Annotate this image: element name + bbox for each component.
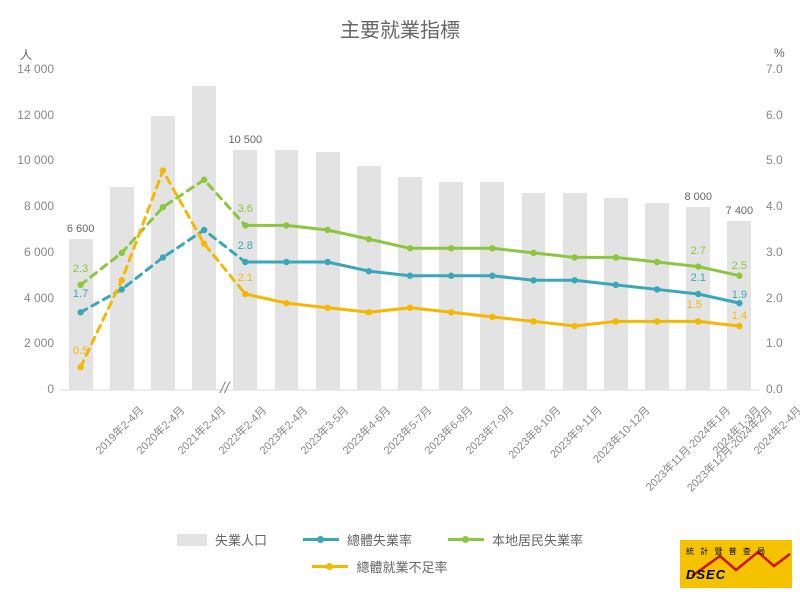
right-y-tick: 4.0: [766, 199, 783, 213]
right-axis-unit: %: [774, 46, 785, 60]
left-axis-unit: 人: [20, 46, 32, 63]
legend-label: 總體就業不足率: [356, 557, 447, 576]
right-y-tick: 5.0: [766, 153, 783, 167]
right-y-tick: 6.0: [766, 108, 783, 122]
left-y-tick: 8 000: [8, 199, 54, 213]
legend-label: 總體失業率: [347, 530, 412, 549]
series-point-label: 2.7: [691, 245, 706, 257]
left-y-tick: 12 000: [8, 108, 54, 122]
series-point-label: 2.5: [732, 260, 747, 272]
plot-area: 6 600 10 500 8 000 7 400 1.7 2.8 2.1 1.9 2.3 3.6 2…: [60, 70, 760, 390]
series-point-label: 1.9: [732, 289, 747, 301]
legend-label: 失業人口: [215, 530, 267, 549]
series-point-label: 3.6: [238, 203, 253, 215]
left-y-tick: 2 000: [8, 336, 54, 350]
legend-item: 失業人口: [177, 530, 267, 549]
dsec-logo: 統 計 暨 普 查 局 DSEC: [680, 540, 792, 588]
series-point-label: 1.5: [687, 299, 702, 311]
lines-layer: [60, 70, 760, 390]
left-y-tick: 6 000: [8, 245, 54, 259]
legend-item: 總體就業不足率: [312, 557, 447, 576]
legend-swatch-line: [303, 538, 339, 541]
left-y-tick: 10 000: [8, 153, 54, 167]
legend: 失業人口 總體失業率 本地居民失業率總體就業不足率: [100, 526, 660, 580]
chart-title: 主要就業指標: [0, 14, 800, 43]
left-y-tick: 0: [8, 382, 54, 396]
bar-value-label: 10 500: [228, 134, 262, 146]
series-point-label: 2.8: [238, 240, 253, 252]
legend-item: 總體失業率: [303, 530, 412, 549]
right-y-tick: 0.0: [766, 382, 783, 396]
bar-value-label: 7 400: [726, 205, 754, 217]
legend-item: 本地居民失業率: [448, 530, 583, 549]
right-y-tick: 1.0: [766, 336, 783, 350]
axis-break-mark: //: [220, 380, 229, 398]
right-y-tick: 7.0: [766, 62, 783, 76]
right-y-tick: 2.0: [766, 291, 783, 305]
legend-swatch-bar: [177, 534, 207, 546]
series-point-label: 0.5: [73, 345, 88, 357]
logo-bottom-text: DSEC: [686, 567, 726, 582]
series-point-label: 2.1: [238, 272, 253, 284]
series-point-label: 2.1: [691, 272, 706, 284]
legend-label: 本地居民失業率: [492, 530, 583, 549]
bar-value-label: 6 600: [67, 223, 95, 235]
bar-value-label: 8 000: [684, 191, 712, 203]
legend-swatch-line: [312, 565, 348, 568]
series-point-label: 2.3: [73, 263, 88, 275]
left-y-tick: 14 000: [8, 62, 54, 76]
legend-swatch-line: [448, 538, 484, 541]
series-point-label: 1.7: [73, 288, 88, 300]
left-y-tick: 4 000: [8, 291, 54, 305]
series-point-label: 1.4: [732, 310, 747, 322]
right-y-tick: 3.0: [766, 245, 783, 259]
logo-top-text: 統 計 暨 普 查 局: [686, 546, 767, 557]
